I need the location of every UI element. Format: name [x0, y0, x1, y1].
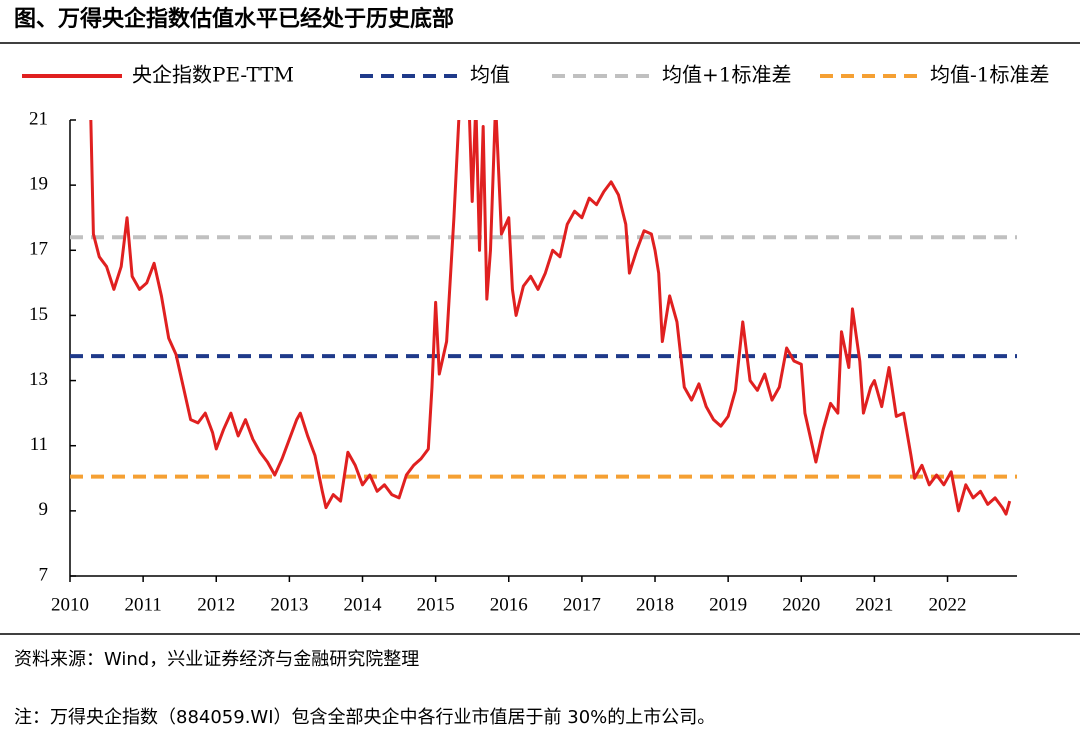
- x-tick-label: 2022: [929, 594, 967, 615]
- x-tick-label: 2015: [417, 594, 455, 615]
- y-tick-label: 21: [29, 108, 48, 129]
- x-tick-label: 2014: [344, 594, 383, 615]
- source: 资料来源：Wind，兴业证券经济与金融研究院整理: [14, 649, 419, 670]
- x-tick-label: 2010: [51, 594, 89, 615]
- y-tick-label: 19: [29, 174, 48, 195]
- x-tick-label: 2011: [124, 594, 161, 615]
- x-tick-label: 2018: [636, 594, 674, 615]
- x-tick-label: 2013: [270, 594, 308, 615]
- legend-label: 均值: [470, 63, 510, 87]
- y-tick-label: 7: [39, 564, 49, 585]
- chart-title: 图、万得央企指数估值水平已经处于历史底部: [14, 6, 454, 32]
- y-tick-label: 11: [30, 434, 48, 455]
- legend-label: 均值+1标准差: [662, 63, 791, 87]
- y-tick-label: 9: [39, 499, 49, 520]
- x-tick-label: 2021: [855, 594, 893, 615]
- plot-area: [70, 120, 1017, 516]
- note: 注：万得央企指数（884059.WI）包含全部央企中各行业市值居于前 30%的上…: [14, 707, 715, 728]
- x-tick-label: 2016: [490, 594, 528, 615]
- legend-label: 央企指数PE-TTM: [132, 63, 294, 87]
- x-tick-label: 2017: [563, 594, 601, 615]
- x-tick-label: 2020: [782, 594, 820, 615]
- y-tick-label: 15: [29, 304, 48, 325]
- series-line: [89, 120, 1012, 516]
- legend-label: 均值-1标准差: [930, 63, 1049, 87]
- y-tick-label: 13: [29, 369, 48, 390]
- x-tick-label: 2012: [197, 594, 235, 615]
- x-tick-label: 2019: [709, 594, 747, 615]
- y-tick-label: 17: [29, 239, 48, 260]
